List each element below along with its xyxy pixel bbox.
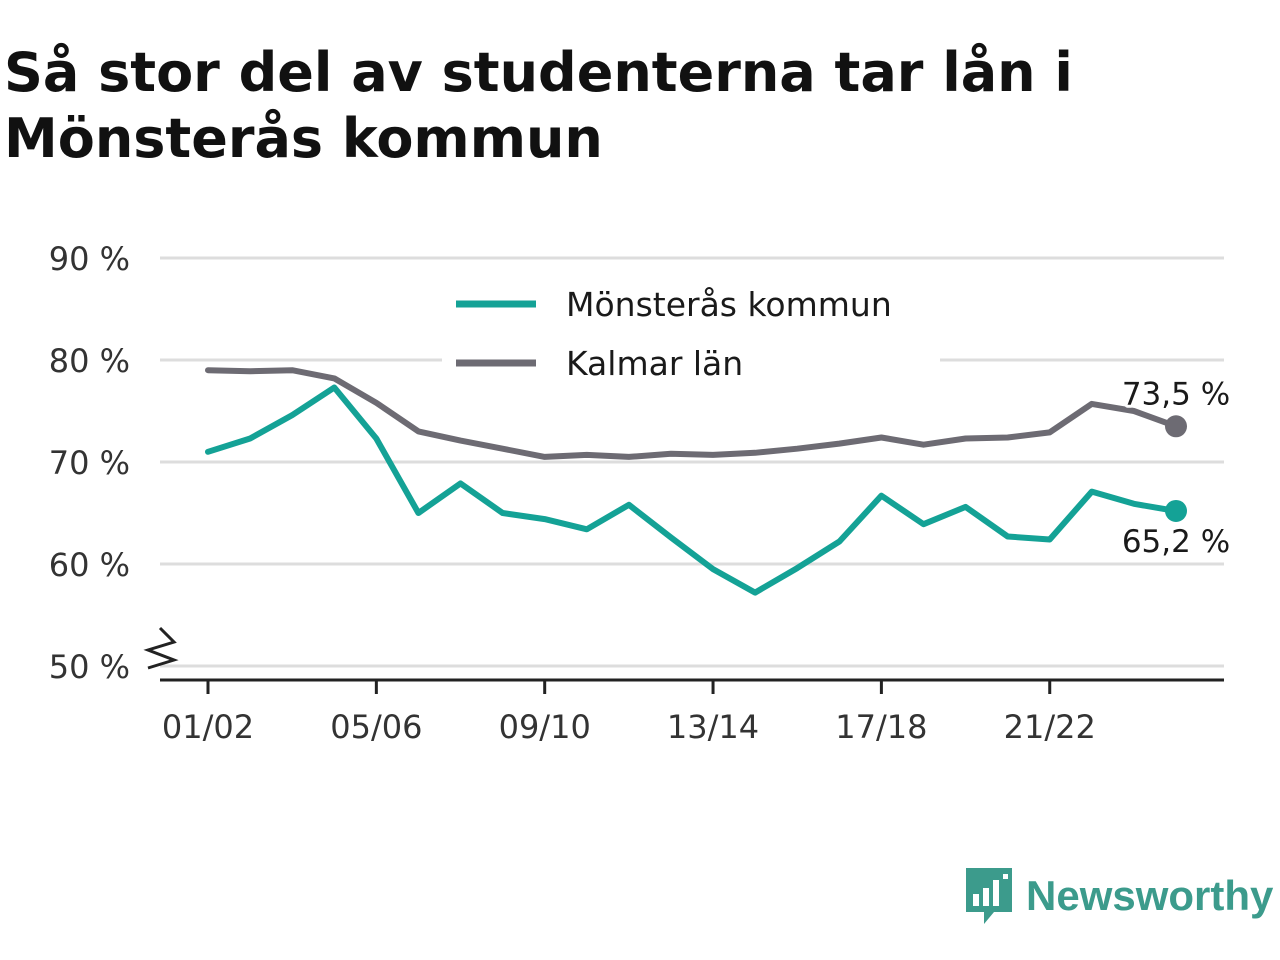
y-axis-ticks: 90 % 80 % 70 % 60 % 50 %	[49, 240, 130, 686]
end-labels: 73,5 % 65,2 %	[1119, 373, 1233, 563]
series-line-monsteras	[205, 384, 1179, 596]
newsworthy-logo: Newsworthy	[964, 864, 1273, 928]
legend-background	[442, 280, 940, 390]
axis-break-icon	[143, 626, 179, 670]
x-tick-label: 01/02	[162, 708, 254, 746]
newsworthy-bar-chart-icon	[966, 868, 1012, 924]
y-tick-label: 80 %	[49, 342, 130, 380]
y-tick-label: 50 %	[49, 648, 130, 686]
y-tick-label: 90 %	[49, 240, 130, 278]
end-label-monsteras: 65,2 %	[1122, 524, 1230, 560]
series-line-kalmar	[205, 367, 1179, 460]
y-tick-label: 60 %	[49, 546, 130, 584]
end-dot-kalmar	[1165, 415, 1187, 438]
x-tick-label: 21/22	[1004, 708, 1096, 746]
series-lines	[205, 367, 1179, 596]
x-axis	[143, 626, 1224, 682]
legend-label-monsteras: Mönsterås kommun	[566, 285, 892, 324]
x-tick-label: 09/10	[499, 708, 591, 746]
end-dot-monsteras	[1165, 499, 1187, 522]
y-tick-label: 70 %	[49, 444, 130, 482]
x-tick-label: 13/14	[667, 708, 759, 746]
x-axis-ticks: 01/02 05/06 09/10 13/14 17/18 21/22	[162, 680, 1096, 746]
grid-lines	[160, 256, 1224, 668]
end-label-kalmar: 73,5 %	[1122, 376, 1230, 412]
legend: Mönsterås kommun Kalmar län	[442, 280, 940, 390]
x-tick-label: 17/18	[835, 708, 927, 746]
chart-title: Så stor del av studenterna tar lån i Mön…	[4, 41, 1073, 170]
logo-text: Newsworthy	[1026, 872, 1274, 919]
legend-label-kalmar: Kalmar län	[566, 344, 743, 383]
x-tick-label: 05/06	[330, 708, 422, 746]
